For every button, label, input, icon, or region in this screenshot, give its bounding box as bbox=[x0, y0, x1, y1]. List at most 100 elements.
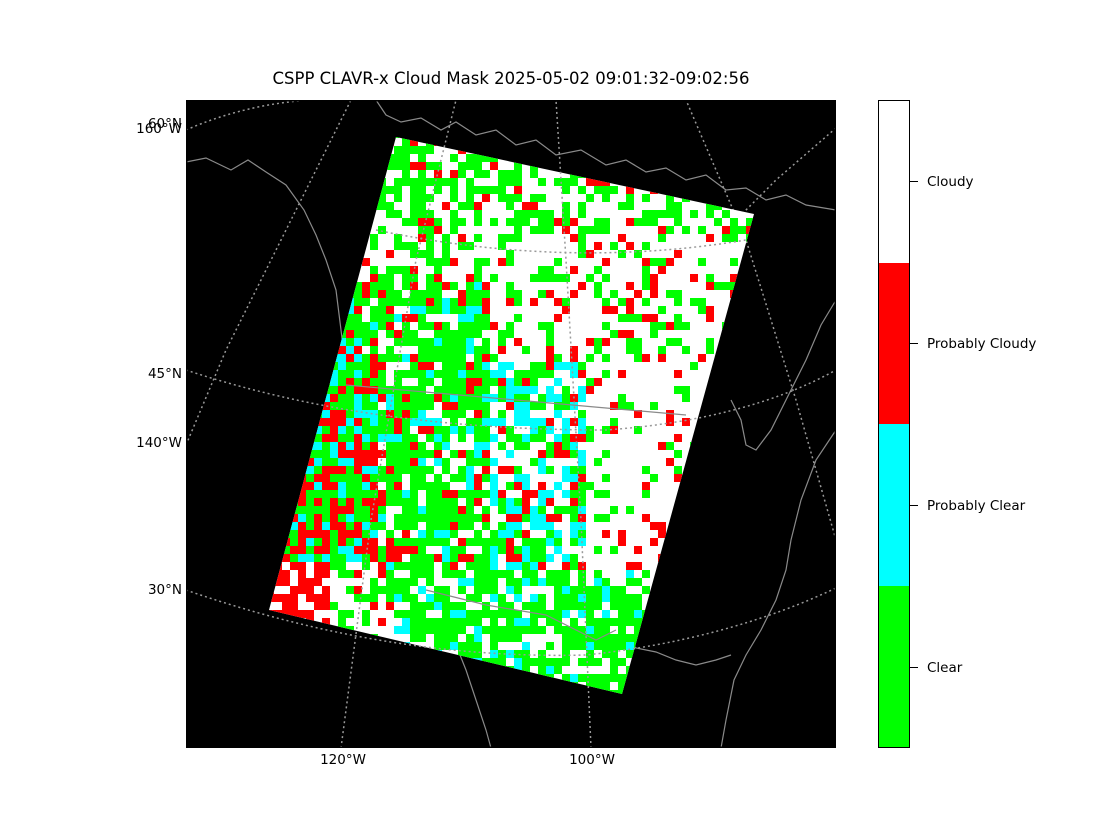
mask-cell bbox=[474, 642, 482, 650]
mask-cell bbox=[370, 466, 378, 474]
mask-cell bbox=[282, 570, 290, 578]
mask-cell bbox=[706, 210, 714, 218]
mask-cell bbox=[514, 586, 522, 594]
mask-cell bbox=[378, 426, 386, 434]
mask-cell bbox=[642, 258, 650, 266]
lon-label-160w: 160°W bbox=[136, 121, 182, 137]
mask-cell bbox=[650, 522, 658, 530]
mask-cell bbox=[474, 570, 482, 578]
mask-cell bbox=[506, 538, 514, 546]
mask-cell bbox=[290, 514, 298, 522]
mask-cell bbox=[426, 194, 434, 202]
mask-cell bbox=[610, 242, 618, 250]
mask-cell bbox=[482, 586, 490, 594]
mask-cell bbox=[426, 434, 434, 442]
colorbar-probably-clear-swatch bbox=[879, 424, 909, 586]
mask-cell bbox=[466, 506, 474, 514]
mask-cell bbox=[354, 514, 362, 522]
mask-cell bbox=[562, 650, 570, 658]
mask-cell bbox=[578, 498, 586, 506]
mask-cell bbox=[666, 458, 674, 466]
mask-cell bbox=[602, 674, 610, 682]
mask-cell bbox=[498, 634, 506, 642]
mask-cell bbox=[642, 194, 650, 202]
mask-cell bbox=[546, 522, 554, 530]
mask-cell bbox=[402, 466, 410, 474]
mask-cell bbox=[562, 578, 570, 586]
mask-cell bbox=[434, 186, 442, 194]
mask-cell bbox=[458, 410, 466, 418]
mask-cell bbox=[682, 418, 690, 426]
mask-cell bbox=[306, 594, 314, 602]
mask-cell bbox=[570, 642, 578, 650]
mask-cell bbox=[506, 202, 514, 210]
mask-cell bbox=[546, 210, 554, 218]
mask-cell bbox=[578, 426, 586, 434]
mask-cell bbox=[434, 346, 442, 354]
mask-cell bbox=[362, 394, 370, 402]
mask-cell bbox=[426, 578, 434, 586]
mask-cell bbox=[482, 258, 490, 266]
mask-cell bbox=[562, 586, 570, 594]
mask-cell bbox=[466, 378, 474, 386]
mask-cell bbox=[498, 258, 506, 266]
mask-cell bbox=[354, 346, 362, 354]
mask-cell bbox=[730, 226, 738, 234]
mask-cell bbox=[442, 370, 450, 378]
mask-cell bbox=[498, 410, 506, 418]
mask-cell bbox=[522, 410, 530, 418]
lat-45-line bbox=[186, 369, 836, 431]
mask-cell bbox=[338, 530, 346, 538]
mask-cell bbox=[570, 418, 578, 426]
mask-cell bbox=[498, 490, 506, 498]
mask-cell bbox=[378, 474, 386, 482]
mask-cell bbox=[426, 290, 434, 298]
mask-cell bbox=[474, 610, 482, 618]
mask-cell bbox=[370, 322, 378, 330]
mask-cell bbox=[378, 498, 386, 506]
mask-cell bbox=[594, 674, 602, 682]
mask-cell bbox=[490, 570, 498, 578]
mask-cell bbox=[674, 250, 682, 258]
mask-cell bbox=[386, 266, 394, 274]
mask-cell bbox=[474, 234, 482, 242]
mask-cell bbox=[466, 450, 474, 458]
mask-cell bbox=[490, 610, 498, 618]
mask-cell bbox=[458, 490, 466, 498]
mask-cell bbox=[306, 522, 314, 530]
mask-cell bbox=[530, 274, 538, 282]
mask-cell bbox=[394, 266, 402, 274]
mask-cell bbox=[642, 466, 650, 474]
mask-cell bbox=[586, 250, 594, 258]
mask-cell bbox=[426, 162, 434, 170]
mask-cell bbox=[450, 218, 458, 226]
mask-cell bbox=[410, 458, 418, 466]
mask-cell bbox=[338, 474, 346, 482]
mask-cell bbox=[450, 602, 458, 610]
mask-cell bbox=[506, 586, 514, 594]
mask-cell bbox=[322, 594, 330, 602]
mask-cell bbox=[450, 346, 458, 354]
mask-cell bbox=[466, 178, 474, 186]
mask-cell bbox=[474, 538, 482, 546]
mask-cell bbox=[658, 234, 666, 242]
mask-cell bbox=[362, 450, 370, 458]
mask-cell bbox=[538, 482, 546, 490]
mask-cell bbox=[514, 338, 522, 346]
mask-cell bbox=[602, 258, 610, 266]
mask-cell bbox=[354, 410, 362, 418]
mask-cell bbox=[482, 306, 490, 314]
mask-cell bbox=[546, 530, 554, 538]
mask-cell bbox=[362, 330, 370, 338]
mask-cell bbox=[530, 594, 538, 602]
mask-cell bbox=[674, 210, 682, 218]
mask-cell bbox=[418, 370, 426, 378]
mask-cell bbox=[530, 402, 538, 410]
mask-cell bbox=[610, 426, 618, 434]
mask-cell bbox=[690, 362, 698, 370]
mask-cell bbox=[530, 426, 538, 434]
mask-cell bbox=[450, 426, 458, 434]
mask-cell bbox=[602, 626, 610, 634]
mask-cell bbox=[378, 274, 386, 282]
mask-cell bbox=[410, 202, 418, 210]
